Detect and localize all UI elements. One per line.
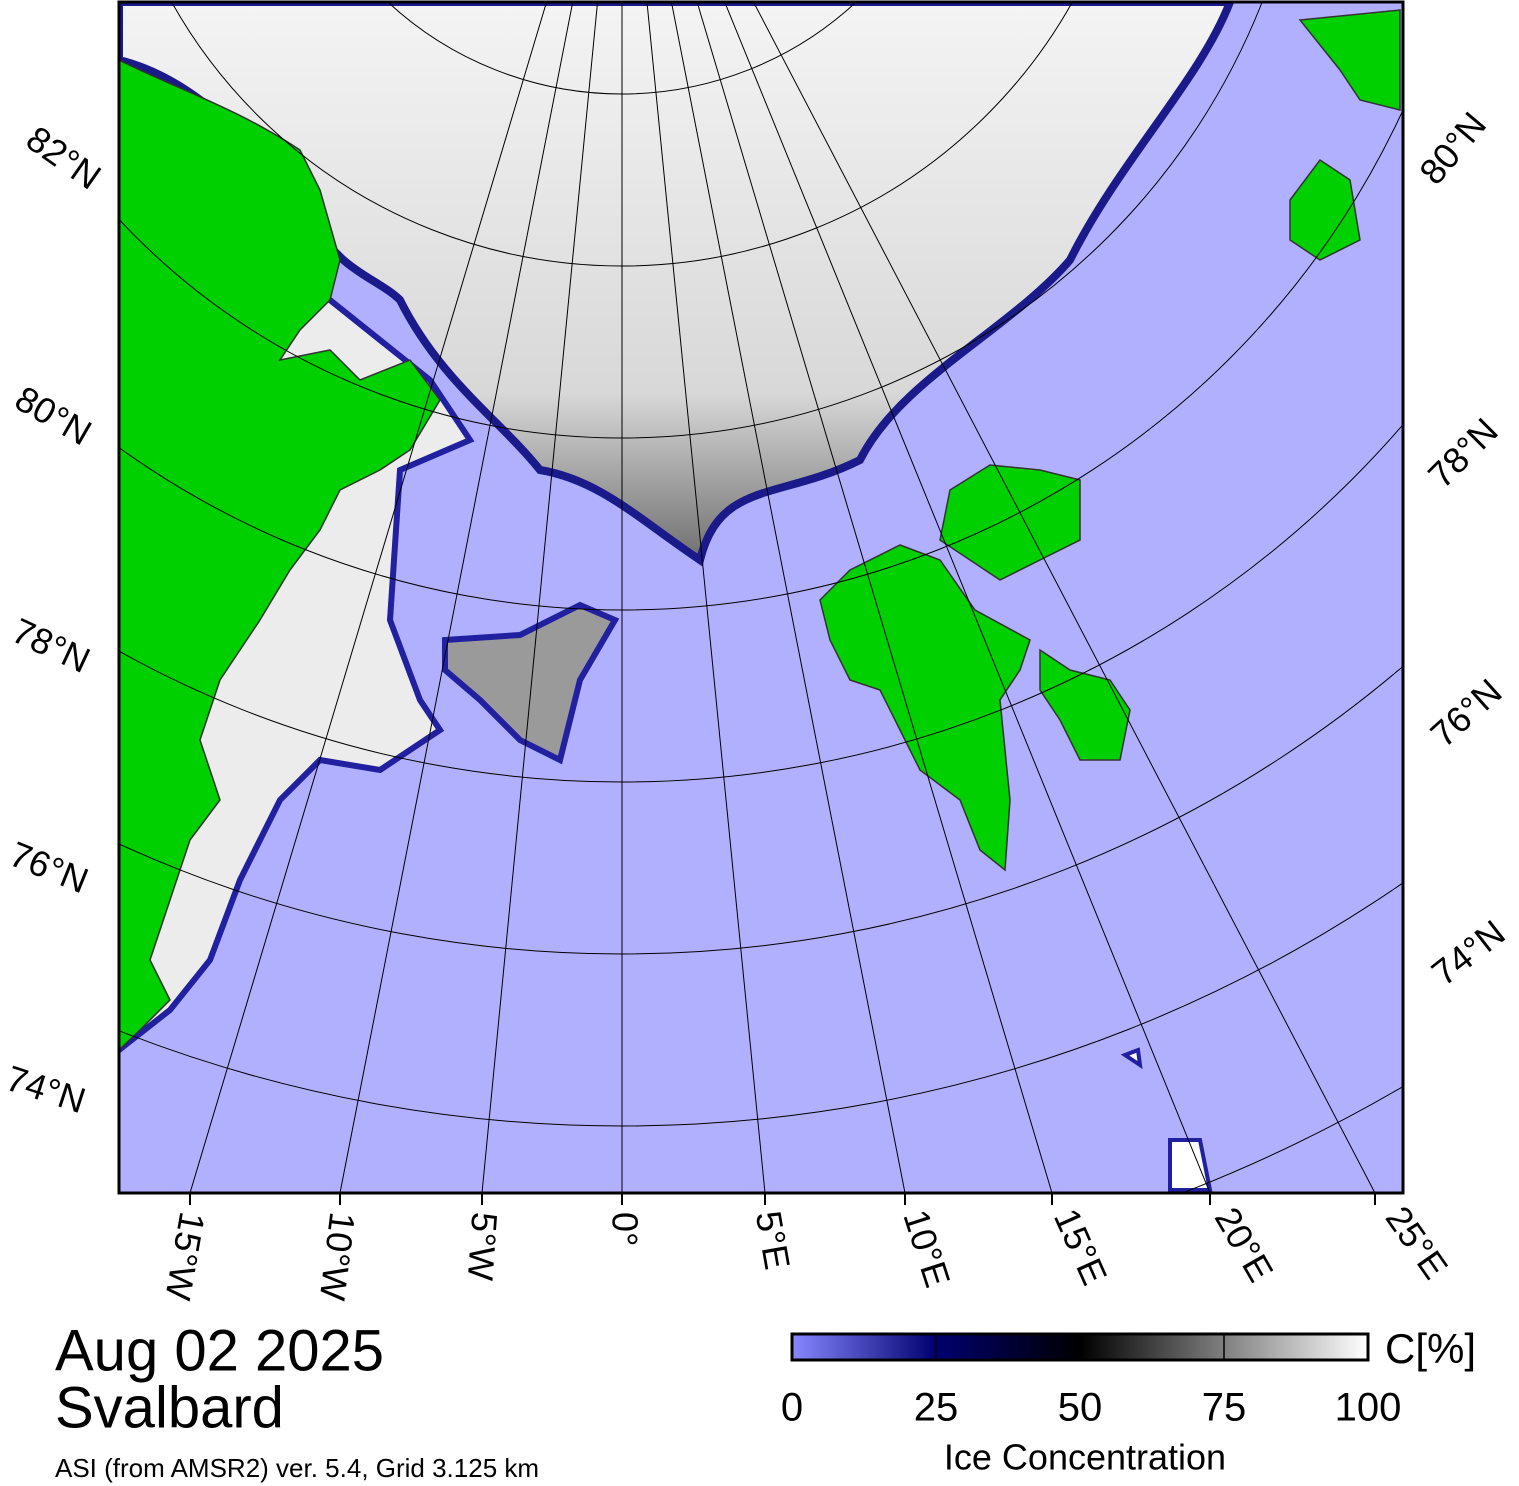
lat-label: 80°N <box>8 378 98 454</box>
colorbar-tick-label: 75 <box>1202 1386 1247 1430</box>
lat-label: 76°N <box>1422 671 1509 755</box>
meridian <box>646 2 766 1193</box>
source-note: ASI (from AMSR2) ver. 5.4, Grid 3.125 km <box>55 1453 539 1483</box>
lon-label: 5°E <box>748 1208 799 1273</box>
lon-label: 20°E <box>1207 1200 1282 1288</box>
meridian <box>752 2 1376 1193</box>
lat-label: 74°N <box>1 1057 90 1121</box>
colorbar-tick-label: 0 <box>781 1386 803 1430</box>
lon-label: 5°W <box>460 1211 506 1282</box>
graticule <box>119 2 1403 1193</box>
colorbar-tick-label: 50 <box>1058 1386 1103 1430</box>
meridian <box>339 2 574 1193</box>
meridian <box>481 2 599 1193</box>
colorbar-tick-label: 25 <box>914 1386 959 1430</box>
lon-label: 15°E <box>1046 1202 1115 1290</box>
franz-josef-land <box>1289 9 1401 261</box>
lon-label: 25°E <box>1378 1199 1457 1287</box>
lat-label: 80°N <box>1411 104 1494 192</box>
lat-label: 76°N <box>4 833 94 901</box>
meridian <box>189 2 548 1193</box>
lon-label: 0° <box>604 1212 645 1246</box>
spitsbergen <box>819 544 1031 872</box>
lon-label: 10°E <box>895 1205 958 1292</box>
lat-label: 78°N <box>1420 410 1506 496</box>
map-area <box>119 2 1403 1193</box>
bear-island <box>1120 1047 1213 1192</box>
sea-ice-floe <box>442 601 620 765</box>
lon-label: 15°W <box>157 1209 213 1303</box>
greenland <box>119 59 441 1052</box>
colorbar-ticks: 0 25 50 75 100 <box>781 1334 1402 1430</box>
lat-label: 78°N <box>6 610 96 681</box>
region-title: Svalbard <box>55 1375 284 1440</box>
meridian <box>696 2 1053 1193</box>
lon-label: 10°W <box>312 1210 363 1303</box>
date-title: Aug 02 2025 <box>55 1318 384 1383</box>
colorbar-title: Ice Concentration <box>944 1437 1226 1478</box>
colorbar-tick-label: 100 <box>1335 1386 1402 1430</box>
lat-label: 82°N <box>19 118 108 198</box>
nordaustlandet <box>939 464 1081 581</box>
meridian <box>724 2 1211 1193</box>
lat-label: 74°N <box>1424 912 1513 994</box>
colorbar-label: C[%] <box>1385 1325 1476 1372</box>
map-frame <box>117 0 1405 1195</box>
meridian <box>670 2 906 1193</box>
